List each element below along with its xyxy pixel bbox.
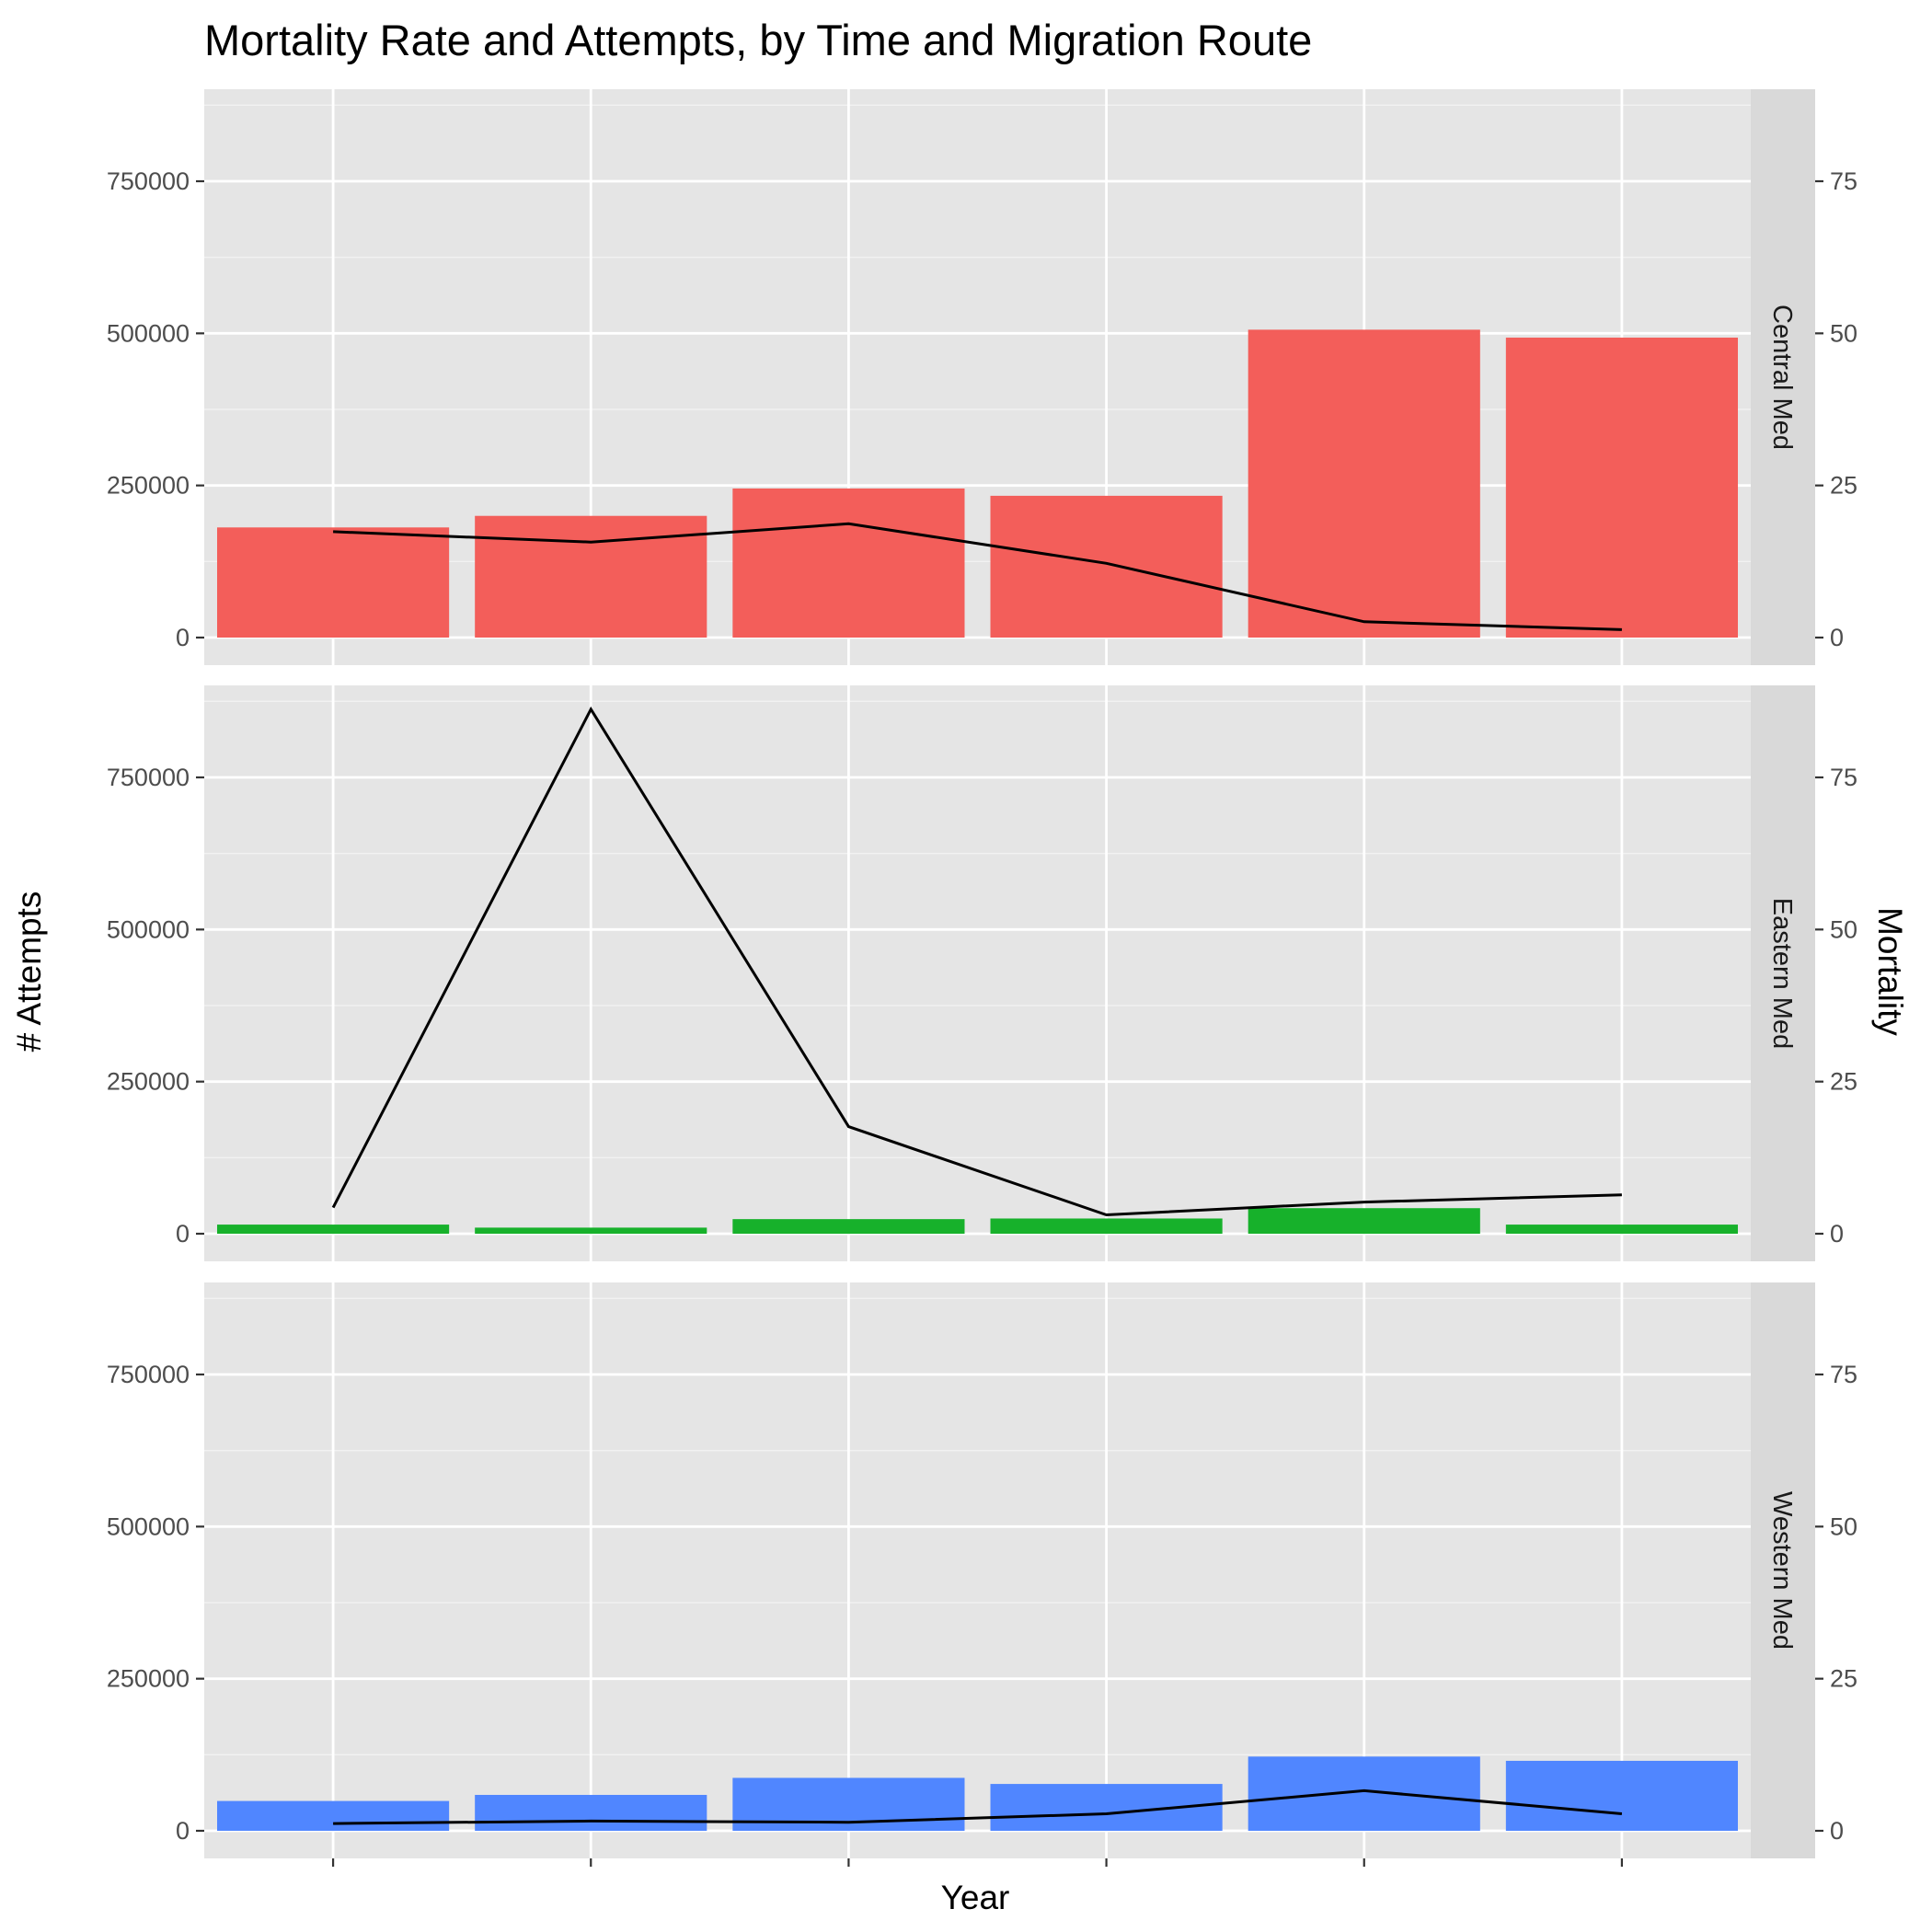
- facet-strip: [1751, 89, 1815, 665]
- y-tick-label: 250000: [107, 1068, 190, 1096]
- y2-tick-label: 0: [1830, 1817, 1844, 1845]
- y-axis-title: # Attempts: [10, 891, 48, 1052]
- facet-panels: 0 250000 500000 750000 Central Med 0 25 50 75 0 25…: [107, 89, 1857, 1867]
- y2-tick-label: 25: [1830, 1068, 1857, 1096]
- facet-strip-label: Eastern Med: [1767, 898, 1797, 1049]
- y-tick-label: 250000: [107, 1665, 190, 1693]
- y2-tick-label: 75: [1830, 1361, 1857, 1388]
- bar-attempts: [217, 1225, 450, 1234]
- y2-tick-label: 50: [1830, 1512, 1857, 1540]
- panel-background: [204, 685, 1751, 1261]
- facet-strip: [1751, 1282, 1815, 1858]
- bar-attempts: [217, 527, 450, 638]
- y2-tick-label: 75: [1830, 167, 1857, 195]
- facet-strip: [1751, 685, 1815, 1261]
- y2-tick-label: 25: [1830, 1665, 1857, 1693]
- bar-attempts: [475, 1227, 707, 1234]
- x-axis-title: Year: [941, 1879, 1010, 1916]
- y-tick-label: 0: [176, 1220, 190, 1248]
- bar-attempts: [1248, 1208, 1480, 1234]
- y2-tick-label: 50: [1830, 319, 1857, 347]
- bar-attempts: [990, 1218, 1223, 1234]
- y-tick-label: 750000: [107, 1361, 190, 1388]
- mortality-line: [333, 522, 1622, 631]
- chart-title: Mortality Rate and Attempts, by Time and…: [204, 16, 1312, 64]
- panel-background: [204, 89, 1751, 665]
- bar-attempts: [217, 1800, 450, 1831]
- mortality-line: [333, 1788, 1623, 1825]
- mortality-line: [331, 706, 1622, 1217]
- facet-western-med: 0 250000 500000 750000 Western Med 0 25 50 75: [107, 1282, 1857, 1858]
- panel-background: [204, 1282, 1751, 1858]
- y2-tick-label: 0: [1830, 1220, 1844, 1248]
- y-tick-label: 500000: [107, 1512, 190, 1540]
- bar-attempts: [732, 488, 965, 638]
- bar-attempts: [475, 515, 707, 638]
- y2-tick-label: 50: [1830, 915, 1857, 943]
- y-tick-label: 500000: [107, 319, 190, 347]
- y-tick-label: 250000: [107, 472, 190, 500]
- y2-tick-label: 75: [1830, 764, 1857, 791]
- y-tick-label: 0: [176, 624, 190, 651]
- secondary-y-axis-title: Mortality: [1871, 907, 1909, 1036]
- facet-central-med: 0 250000 500000 750000 Central Med 0 25 50 75: [107, 89, 1857, 665]
- y-tick-label: 0: [176, 1817, 190, 1845]
- y-tick-label: 750000: [107, 764, 190, 791]
- y2-tick-label: 0: [1830, 624, 1844, 651]
- y2-tick-label: 25: [1830, 472, 1857, 500]
- bar-attempts: [1505, 337, 1738, 638]
- bar-attempts: [1248, 1756, 1480, 1831]
- facet-strip-label: Western Med: [1767, 1491, 1797, 1650]
- y-tick-label: 750000: [107, 167, 190, 195]
- y-tick-label: 500000: [107, 915, 190, 943]
- bar-attempts: [990, 495, 1223, 638]
- bar-attempts: [1505, 1760, 1738, 1831]
- bar-attempts: [1248, 329, 1480, 638]
- bar-attempts: [475, 1794, 707, 1831]
- facet-strip-label: Central Med: [1767, 305, 1797, 450]
- bar-attempts: [732, 1219, 965, 1234]
- facet-eastern-med: 0 250000 500000 750000 Eastern Med 0 25 50 75: [107, 685, 1857, 1261]
- bar-attempts: [1505, 1225, 1738, 1234]
